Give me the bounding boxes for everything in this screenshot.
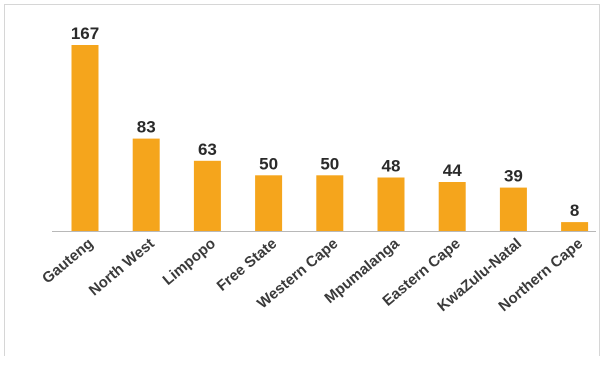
- value-label: 8: [570, 201, 579, 220]
- bar-gauteng: [71, 45, 99, 231]
- bar-free-state: [255, 175, 283, 231]
- chart-frame: [4, 4, 600, 356]
- value-label: 50: [320, 154, 339, 173]
- category-label: Gauteng: [39, 235, 97, 287]
- value-label: 44: [443, 161, 462, 180]
- value-label: 83: [137, 118, 156, 137]
- bars-group: [71, 45, 589, 231]
- bar-north-west: [132, 138, 160, 231]
- value-label: 63: [198, 140, 217, 159]
- value-label: 39: [504, 167, 523, 186]
- value-label: 50: [259, 154, 278, 173]
- value-label: 48: [382, 157, 401, 176]
- bar-kwazulu-natal: [499, 187, 527, 231]
- value-label: 167: [71, 24, 99, 43]
- bar-limpopo: [193, 160, 221, 231]
- category-label: North West: [86, 235, 158, 299]
- bar-mpumalanga: [377, 177, 405, 231]
- bar-eastern-cape: [438, 182, 466, 231]
- value-labels-group: 167 83 63 50 50 48 44 39 8: [71, 24, 580, 220]
- category-label: Limpopo: [160, 235, 219, 289]
- bar-northern-cape: [561, 222, 589, 231]
- bar-western-cape: [316, 175, 344, 231]
